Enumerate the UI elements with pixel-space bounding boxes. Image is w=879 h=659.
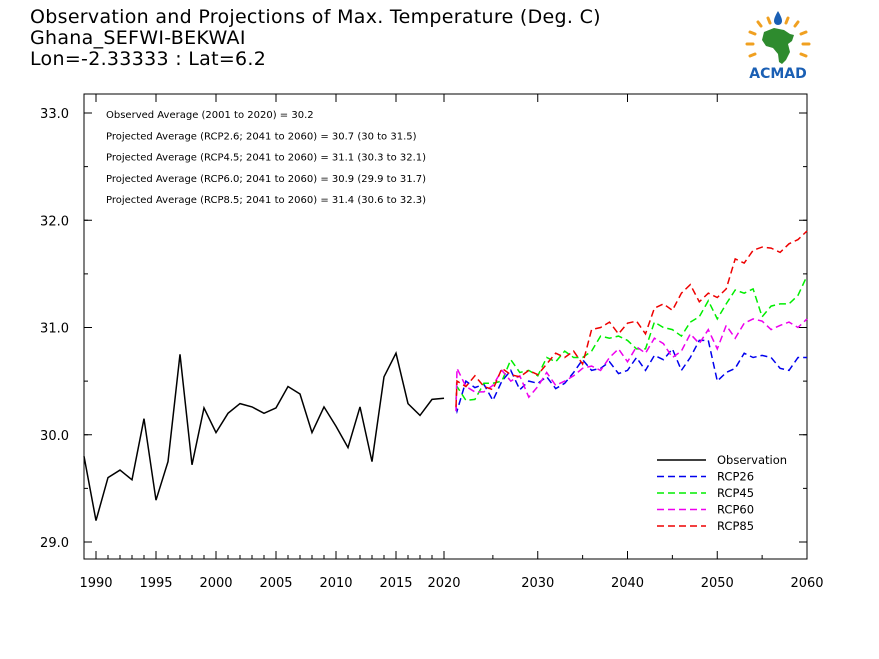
average-annotation: Observed Average (2001 to 2020) = 30.2: [106, 110, 314, 121]
x-tick-label: 2050: [701, 576, 734, 591]
x-tick-label: 1990: [79, 576, 112, 591]
axes: 29.0 30.0 31.0 32.0 33.0 1990 1995 2000 2005 2010…: [40, 94, 824, 591]
series-line-rcp26: [455, 339, 807, 415]
station-coordinates: Lon=-2.33333 : Lat=6.2: [30, 48, 267, 70]
annotation-box: Observed Average (2001 to 2020) = 30.2 Pr…: [106, 110, 426, 206]
chart-title-block: Observation and Projections of Max. Temp…: [30, 7, 601, 70]
average-annotation: Projected Average (RCP2.6; 2041 to 2060)…: [106, 131, 417, 142]
y-tick-label: 29.0: [40, 536, 69, 551]
x-tick-label: 1995: [139, 576, 172, 591]
logo-text: ACMAD: [749, 66, 807, 82]
y-tick-label: 33.0: [40, 107, 69, 122]
chart-title: Observation and Projections of Max. Temp…: [30, 6, 601, 28]
x-tick-label: 2000: [199, 576, 232, 591]
legend-label: Observation: [717, 453, 787, 467]
x-tick-label: 2030: [521, 576, 554, 591]
plot-border: [83, 93, 808, 560]
series-line-rcp45: [455, 275, 808, 402]
legend-label: RCP45: [717, 486, 754, 500]
legend-label: RCP85: [717, 519, 754, 533]
y-tick-label: 31.0: [40, 322, 69, 337]
average-annotation: Projected Average (RCP4.5; 2041 to 2060)…: [106, 153, 426, 164]
legend-label: RCP26: [717, 470, 754, 484]
x-tick-label: 2060: [790, 576, 823, 591]
average-annotation: Projected Average (RCP6.0; 2041 to 2060)…: [106, 174, 426, 185]
x-tick-label: 2020: [427, 576, 460, 591]
y-tick-label: 30.0: [40, 429, 69, 444]
acmad-logo: ACMAD: [745, 11, 811, 82]
legend-label: RCP60: [717, 503, 754, 517]
y-tick-label: 32.0: [40, 214, 69, 229]
series-lines: [83, 230, 808, 521]
x-tick-label: 2010: [319, 576, 352, 591]
series-line-rcp85: [455, 230, 808, 407]
plot-frame: [83, 93, 808, 560]
average-annotation: Projected Average (RCP8.5; 2041 to 2060)…: [106, 195, 426, 206]
legend: Observation RCP26 RCP45 RCP60 RCP85: [657, 453, 787, 533]
series-line-observation: [83, 351, 445, 521]
x-tick-label: 2040: [611, 576, 644, 591]
x-tick-label: 2015: [379, 576, 412, 591]
x-tick-label: 2005: [259, 576, 292, 591]
station-name: Ghana_SEFWI-BEKWAI: [30, 27, 246, 49]
